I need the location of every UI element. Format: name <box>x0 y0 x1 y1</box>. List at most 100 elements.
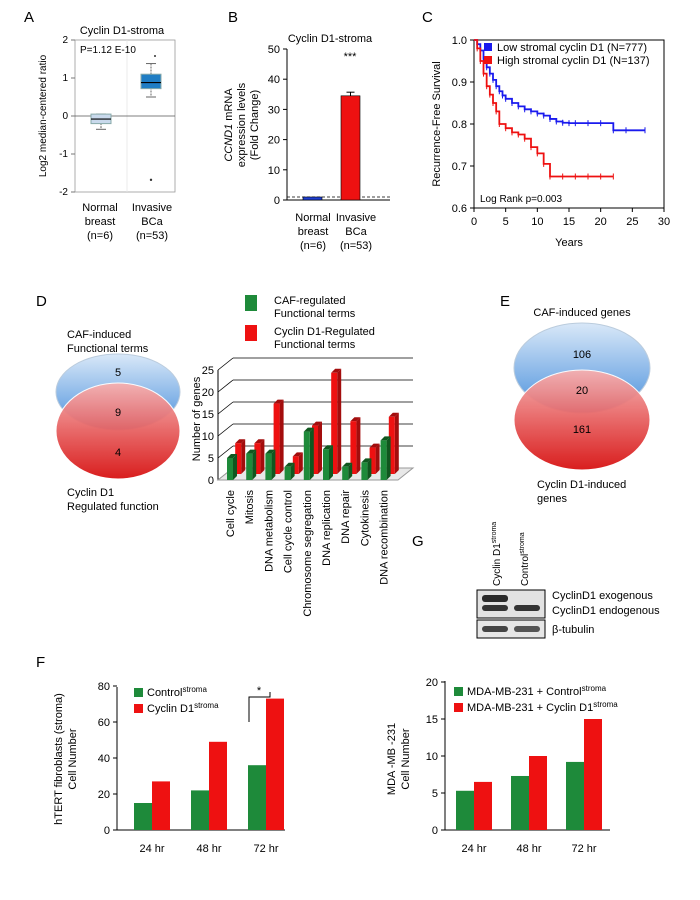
f2-ytick-label: 15 <box>426 714 438 726</box>
panel-b-ytick-label: 20 <box>268 135 280 147</box>
panel-d-bar <box>342 466 349 480</box>
panel-d-bar-side <box>271 449 276 480</box>
panel-b-ytick-label: 10 <box>268 165 280 177</box>
f2-legend-swatch <box>454 687 463 696</box>
panel-d-legend-caf-2: Functional terms <box>274 308 356 320</box>
panel-b-ytick-label: 40 <box>268 74 280 86</box>
panel-d-bar <box>369 447 376 474</box>
panel-d-venn: CAF-induced Functional terms 5 9 4 Cycli… <box>55 329 181 513</box>
panel-label-b: B <box>228 9 238 26</box>
panel-e-count-cyclin: 161 <box>573 424 591 436</box>
f1-ytick-label: 40 <box>98 753 110 765</box>
f2-xlabel: 48 hr <box>516 843 541 855</box>
f1-xlabel: 72 hr <box>253 843 278 855</box>
panel-d-bar-side <box>252 449 257 480</box>
panel-c-survival-plot: Recurrence-Free Survival Years Log Rank … <box>431 35 670 249</box>
panel-d-bar <box>331 372 338 474</box>
panel-a-ylabel: Log2 median-centered ratio <box>38 54 49 177</box>
panel-d-bar <box>292 456 299 474</box>
panel-d-xlabel: Cell cycle <box>225 490 237 537</box>
panel-a-xlabel-line: breast <box>85 216 116 228</box>
f1-bar <box>248 765 266 830</box>
panel-label-e: E <box>500 293 510 310</box>
f1-bar <box>152 781 170 830</box>
panel-d-bar-top <box>235 439 246 444</box>
panel-d-xlabel: DNA repair <box>340 490 352 544</box>
panel-d-xlabel: DNA recombination <box>379 490 391 585</box>
panel-f1-ylabel-1: hTERT fibroblasts (stroma) <box>53 693 65 825</box>
panel-d-bar-side <box>367 458 372 480</box>
panel-d-bar <box>246 453 253 480</box>
f1-legend-label: Cyclin D1stroma <box>147 701 219 715</box>
panel-g-band-tubulin-1 <box>482 626 508 632</box>
panel-b-ylabel-line2: expression levels <box>236 82 248 167</box>
panel-e-venn: CAF-induced genes 106 20 161 Cyclin D1-i… <box>513 307 651 505</box>
f2-legend-label: MDA-MB-231 + Controlstroma <box>467 684 607 698</box>
panel-g-blot-cyclin <box>476 589 546 619</box>
panel-d-legend-swatch-cyclin <box>245 325 257 341</box>
panel-d-venn-bottom-label-2: Regulated function <box>67 501 159 513</box>
f1-legend-swatch <box>134 704 143 713</box>
panel-c-xtick-label: 25 <box>626 216 638 228</box>
panel-g-band-endogenous-1 <box>482 605 508 611</box>
panel-a-xlabel-line: Invasive <box>132 202 172 214</box>
panel-d-bar-top <box>254 439 265 444</box>
f2-legend-label: MDA-MB-231 + Cyclin D1stroma <box>467 700 618 714</box>
f1-xlabel: 48 hr <box>196 843 221 855</box>
panel-g-lane2-label: Controlstroma <box>519 532 531 586</box>
panel-d-gridline-diag <box>217 357 234 371</box>
panel-b-xlabel-line: breast <box>298 226 329 238</box>
panel-g-row-exogenous: CyclinD1 exogenous <box>552 590 653 602</box>
panel-d-ytick-label: 5 <box>208 453 214 465</box>
panel-d-bar-side <box>337 368 342 474</box>
panel-g-lane2-name: Control <box>520 554 531 586</box>
panel-d-venn-count-cyclin: 4 <box>115 447 121 459</box>
f2-bar <box>511 775 529 830</box>
panel-a-ytick-label: 0 <box>62 111 68 122</box>
f1-legend-name: Control <box>147 687 182 699</box>
panel-f2-ylabel-2: Cell Number <box>400 728 412 789</box>
panel-e-top-label: CAF-induced genes <box>533 307 631 319</box>
panel-a-ytick-label: 1 <box>62 73 68 84</box>
f2-legend-sup: stroma <box>593 700 618 709</box>
panel-f-right-bar-chart: MDA -MB -231 Cell Number MDA-MB-231 + Co… <box>386 677 618 855</box>
panel-b-ylabel-gene: CCND1 <box>223 124 235 162</box>
panel-d-venn-top-label-2: Functional terms <box>67 343 149 355</box>
panel-d-bar-top <box>388 412 399 417</box>
panel-d-bar-side <box>290 462 295 480</box>
panel-d-ytick-label: 10 <box>202 431 214 443</box>
panel-c-series-1 <box>474 39 614 178</box>
panel-g-band-exogenous <box>482 595 508 602</box>
panel-c-ytick-label: 0.7 <box>452 161 467 173</box>
panel-d-bar-top <box>284 462 295 467</box>
panel-g-blot-tubulin <box>476 619 546 639</box>
panel-d-venn-bottom-label-1: Cyclin D1 <box>67 487 114 499</box>
f2-ytick-label: 10 <box>426 751 438 763</box>
panel-d-bar-side <box>386 436 391 480</box>
panel-d-xlabel: Cell cycle control <box>283 490 295 573</box>
panel-d-xlabel: DNA metabolism <box>263 490 275 572</box>
panel-d-gridline-diag <box>217 423 234 437</box>
panel-d-bar <box>350 421 357 474</box>
panel-d-bar-top <box>227 454 237 458</box>
panel-d-bar <box>227 458 233 480</box>
panel-a-xlabel-line: (n=53) <box>136 230 168 242</box>
panel-a-xlabel-line: Normal <box>82 202 117 214</box>
panel-a-pvalue: P=1.12 E-10 <box>80 45 136 56</box>
panel-c-ytick-label: 0.6 <box>452 203 467 215</box>
panel-c-legend-swatch <box>484 56 492 64</box>
panel-d-bar-side <box>348 462 353 480</box>
f2-bar <box>456 790 474 830</box>
panel-d-bar <box>323 449 329 480</box>
panel-d-legend-caf-1: CAF-regulated <box>274 295 346 307</box>
f1-bar <box>134 803 152 830</box>
panel-d-bar-top <box>265 449 276 454</box>
panel-e-count-overlap: 20 <box>576 385 588 397</box>
panel-d-bar-side <box>356 417 361 474</box>
panel-d-venn-count-overlap: 9 <box>115 407 121 419</box>
panel-g-lane2-sup: stroma <box>519 532 526 554</box>
panel-label-g: G <box>412 533 424 550</box>
panel-g-band-tubulin-2 <box>514 626 540 632</box>
panel-d-ytick-label: 15 <box>202 409 214 421</box>
f2-ytick-label: 5 <box>432 788 438 800</box>
